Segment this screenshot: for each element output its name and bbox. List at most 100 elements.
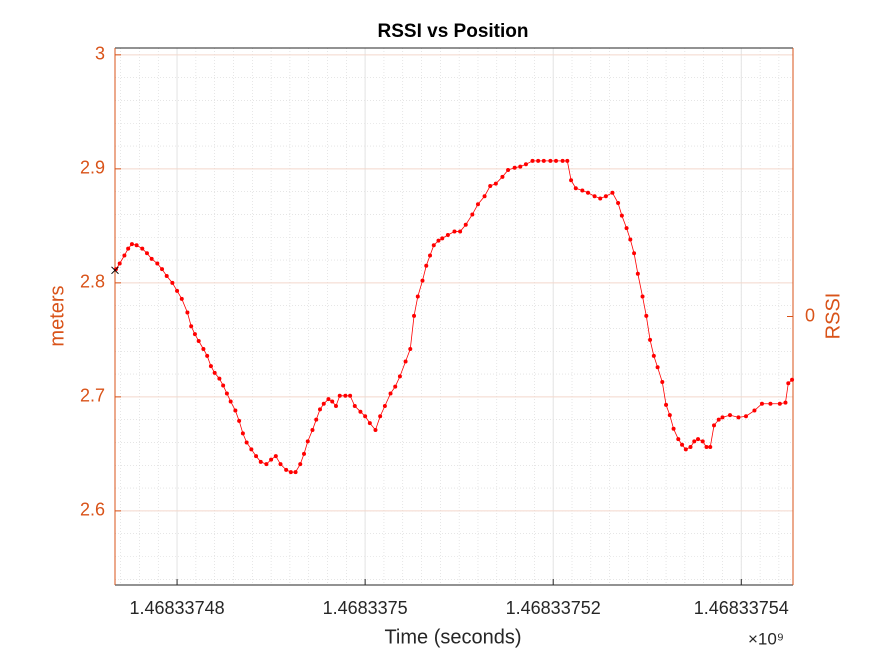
marker [592,194,597,199]
marker [671,426,676,431]
marker [221,383,226,388]
marker [720,415,725,420]
marker [144,251,149,256]
marker [536,158,541,163]
marker [249,447,254,452]
marker [518,164,523,169]
marker [378,414,383,419]
marker [305,439,310,444]
y-tick-label: 2.9 [80,158,105,178]
y-tick-label: 2.7 [80,386,105,406]
y-tick-label: 2.6 [80,500,105,520]
marker [160,267,165,272]
marker [134,243,139,248]
marker [786,381,791,386]
marker [205,353,210,358]
marker [403,359,408,364]
marker [388,391,393,396]
marker [424,263,429,268]
marker [358,409,363,414]
marker [648,337,653,342]
marker [155,261,160,266]
marker [580,188,585,193]
marker [233,408,238,413]
marker [314,417,319,422]
marker [321,401,326,406]
marker [436,238,441,243]
marker [458,229,463,234]
marker [560,158,565,163]
marker [470,212,475,217]
x-tick-label: 1.46833754 [694,598,789,618]
chart-title: RSSI vs Position [378,21,529,42]
marker [554,158,559,163]
marker [420,278,425,283]
x-tick-label: 1.46833748 [130,598,225,618]
marker [343,393,348,398]
marker [640,294,645,299]
marker [569,178,574,183]
marker [201,346,206,351]
marker [254,454,259,459]
x-tick-label: 1.4683375 [323,598,408,618]
marker [415,294,420,299]
marker [500,174,505,179]
marker [348,393,353,398]
x-tick-label: 1.46833752 [506,598,601,618]
marker [565,158,570,163]
marker [628,237,633,242]
marker [175,288,180,293]
marker [244,440,249,445]
marker [512,165,517,170]
marker [790,377,795,382]
marker [269,457,274,462]
marker [326,397,331,402]
marker [397,374,402,379]
marker [264,462,269,467]
marker [759,401,764,406]
marker [412,313,417,318]
marker [712,423,717,428]
marker [743,414,748,419]
y2-tick-label: 0 [805,305,815,325]
marker [736,415,741,420]
marker [768,401,773,406]
marker [278,462,283,467]
marker [667,413,672,418]
marker [273,454,278,459]
marker [237,418,242,423]
marker [258,459,263,464]
marker [523,162,528,167]
marker [644,313,649,318]
marker [610,190,615,195]
marker [431,243,436,248]
marker [664,402,669,407]
line [115,160,793,473]
marker [298,462,303,467]
marker [164,274,169,279]
marker [752,408,757,413]
marker [208,364,213,369]
marker [367,421,372,426]
marker [302,451,307,456]
marker [217,376,222,381]
marker [408,346,413,351]
marker [676,437,681,442]
marker [196,339,201,344]
marker [692,439,697,444]
marker [111,266,119,275]
marker [192,332,197,337]
marker [548,158,553,163]
marker [727,413,732,418]
marker [783,400,788,405]
marker [635,271,640,276]
marker [445,232,450,237]
marker [440,236,445,241]
marker [688,445,693,450]
marker [482,194,487,199]
marker [603,194,608,199]
x-exponent-label: ×10⁹ [748,629,784,648]
marker [541,158,546,163]
marker [317,407,322,412]
